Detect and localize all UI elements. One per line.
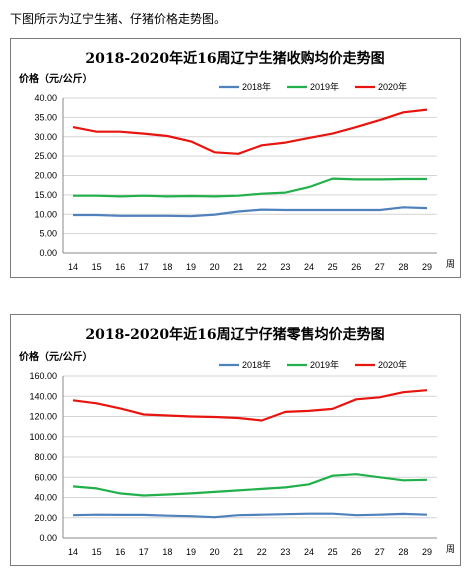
x-tick-label: 19 — [186, 262, 196, 272]
y-tick-label: 30.00 — [34, 132, 57, 142]
x-tick-label: 26 — [351, 547, 361, 557]
x-tick-label: 14 — [68, 547, 78, 557]
piglet-price-chart: 2018-2020年近16周辽宁仔猪零售均价走势图 价格（元/公斤） 2018年… — [19, 326, 455, 557]
y-tick-label: 60.00 — [34, 472, 57, 482]
intro-text: 下图所示为辽宁生猪、仔猪价格走势图。 — [10, 12, 227, 26]
series-lines — [72, 108, 428, 218]
x-tick-label: 24 — [304, 547, 314, 557]
x-tick-label: 17 — [139, 547, 149, 557]
x-tick-label: 22 — [257, 547, 267, 557]
live-pig-price-chart: 2018-2020年近16周辽宁生猪收购均价走势图 价格（元/公斤） 2018年… — [19, 50, 455, 272]
chart-legend: 2018年 2019年 2020年 — [219, 359, 407, 370]
legend-label: 2019年 — [310, 81, 339, 92]
x-tick-label: 28 — [398, 262, 408, 272]
x-tick-label: 26 — [351, 262, 361, 272]
series-line-1 — [72, 512, 428, 519]
y-tick-label: 120.00 — [29, 412, 57, 422]
gridlines — [62, 375, 437, 539]
x-tick-label: 20 — [210, 547, 220, 557]
chart-legend: 2018年 2019年 2020年 — [219, 81, 407, 92]
y-tick-label: 40.00 — [34, 93, 57, 103]
x-tick-label: 22 — [257, 262, 267, 272]
x-tick-label: 29 — [422, 262, 432, 272]
y-tick-label: 20.00 — [34, 171, 57, 181]
x-tick-label: 21 — [233, 262, 243, 272]
chart-title: 2018-2020年近16周辽宁仔猪零售均价走势图 — [85, 326, 384, 343]
x-axis-ticks: 14 15 16 17 18 19 20 21 22 23 24 25 26 27 28 29 — [68, 262, 432, 272]
x-tick-label: 21 — [233, 547, 243, 557]
y-tick-label: 0.00 — [39, 533, 57, 543]
series-line-3 — [72, 108, 428, 155]
x-tick-label: 25 — [328, 262, 338, 272]
legend-label: 2018年 — [242, 81, 271, 92]
chart-panel-piglet: 2018-2020年近16周辽宁仔猪零售均价走势图 价格（元/公斤） 2018年… — [10, 314, 461, 566]
series-lines — [72, 389, 428, 519]
y-tick-label: 80.00 — [34, 452, 57, 462]
series-line-3 — [72, 389, 428, 422]
y-tick-label: 160.00 — [29, 371, 57, 381]
y-tick-label: 0.00 — [39, 248, 57, 258]
y-tick-label: 100.00 — [29, 432, 57, 442]
y-tick-label: 25.00 — [34, 151, 57, 161]
series-line-1 — [73, 206, 428, 218]
y-tick-label: 15.00 — [34, 190, 57, 200]
chart-title: 2018-2020年近16周辽宁生猪收购均价走势图 — [85, 50, 384, 67]
chart-panel-live-pig: 2018-2020年近16周辽宁生猪收购均价走势图 价格（元/公斤） 2018年… — [10, 38, 461, 278]
x-tick-label: 25 — [328, 547, 338, 557]
x-tick-label: 27 — [375, 262, 385, 272]
y-tick-label: 35.00 — [34, 112, 57, 122]
series-line-2 — [72, 473, 428, 497]
series-line-2 — [73, 177, 427, 198]
x-tick-label: 27 — [375, 547, 385, 557]
y-tick-label: 40.00 — [34, 493, 57, 503]
x-tick-label: 15 — [92, 547, 102, 557]
y-axis-label: 价格（元/公斤） — [19, 350, 93, 363]
x-tick-label: 18 — [162, 547, 172, 557]
x-tick-label: 18 — [162, 262, 172, 272]
x-tick-label: 15 — [92, 262, 102, 272]
legend-label: 2019年 — [310, 359, 339, 370]
x-tick-label: 28 — [398, 547, 408, 557]
x-tick-label: 17 — [139, 262, 149, 272]
x-tick-label: 23 — [280, 547, 290, 557]
x-tick-label: 14 — [68, 262, 78, 272]
y-axis-ticks: 0.00 20.00 40.00 60.00 80.00 100.00 120.00 140.… — [29, 371, 57, 543]
x-tick-label: 16 — [115, 547, 125, 557]
x-axis-ticks: 14 15 16 17 18 19 20 21 22 23 24 25 26 27 28 29 — [68, 547, 432, 557]
x-tick-label: 24 — [304, 262, 314, 272]
legend-label: 2018年 — [242, 359, 271, 370]
x-tick-label: 23 — [280, 262, 290, 272]
legend-label: 2020年 — [378, 81, 407, 92]
gridlines — [62, 97, 437, 254]
y-axis-label: 价格（元/公斤） — [19, 72, 93, 85]
y-axis-ticks: 0.00 5.00 10.00 15.00 20.00 25.00 30.00 35.00 40… — [34, 93, 57, 258]
y-tick-label: 10.00 — [34, 209, 57, 219]
y-tick-label: 20.00 — [34, 513, 57, 523]
x-axis-label: 周 — [446, 259, 455, 269]
x-tick-label: 16 — [115, 262, 125, 272]
x-tick-label: 19 — [186, 547, 196, 557]
y-tick-label: 140.00 — [29, 391, 57, 401]
x-tick-label: 20 — [210, 262, 220, 272]
x-axis-label: 周 — [446, 544, 455, 554]
y-tick-label: 5.00 — [39, 229, 57, 239]
x-tick-label: 29 — [422, 547, 432, 557]
legend-label: 2020年 — [378, 359, 407, 370]
